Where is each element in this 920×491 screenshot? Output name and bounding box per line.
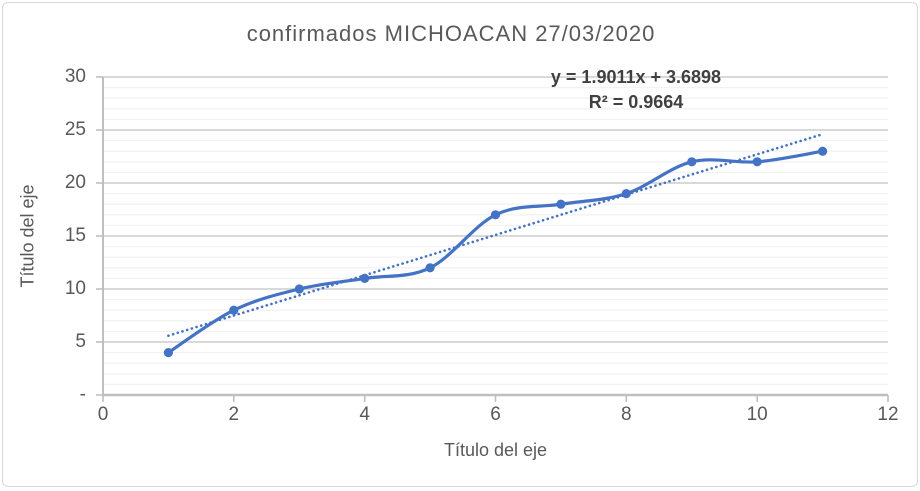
data-point[interactable] xyxy=(556,199,566,209)
y-axis-title[interactable]: Título del eje xyxy=(17,184,38,288)
chart-title[interactable]: confirmados MICHOACAN 27/03/2020 xyxy=(246,21,656,46)
data-point[interactable] xyxy=(818,146,828,156)
trendline-label[interactable]: y = 1.9011x + 3.6898 R² = 0.9664 xyxy=(476,65,796,115)
x-tick-label: 8 xyxy=(621,404,632,425)
x-tick-label: 0 xyxy=(97,404,109,425)
y-tick-label: - xyxy=(79,384,86,405)
data-point[interactable] xyxy=(752,157,762,167)
data-point[interactable] xyxy=(294,284,304,294)
data-point[interactable] xyxy=(229,305,239,315)
data-point[interactable] xyxy=(621,189,631,199)
data-point-markers[interactable] xyxy=(163,146,828,358)
y-tick-label: 25 xyxy=(64,119,86,140)
x-tick-label: 4 xyxy=(359,404,370,425)
x-tick-label: 12 xyxy=(877,404,899,425)
data-point[interactable] xyxy=(360,273,370,283)
y-tick-label: 10 xyxy=(64,278,86,299)
y-tick-label: 15 xyxy=(64,225,86,246)
trendline-r-squared: R² = 0.9664 xyxy=(588,92,684,112)
y-tick-label: 5 xyxy=(75,331,86,352)
x-tick-label: 2 xyxy=(228,404,240,425)
x-axis-title[interactable]: Título del eje xyxy=(443,440,548,460)
y-tick-label: 20 xyxy=(64,172,86,193)
axis-lines xyxy=(96,76,889,402)
major-gridlines xyxy=(103,76,888,343)
trendline-equation: y = 1.9011x + 3.6898 xyxy=(550,67,722,87)
x-tick-label: 6 xyxy=(490,404,501,425)
data-point[interactable] xyxy=(425,263,435,273)
data-point[interactable] xyxy=(163,348,173,358)
x-tick-label: 10 xyxy=(746,404,768,425)
data-point[interactable] xyxy=(687,157,697,167)
data-point[interactable] xyxy=(490,210,501,220)
data-series-line[interactable] xyxy=(166,149,825,355)
y-tick-label: 30 xyxy=(64,66,86,87)
trendline-dotted[interactable] xyxy=(167,132,824,338)
